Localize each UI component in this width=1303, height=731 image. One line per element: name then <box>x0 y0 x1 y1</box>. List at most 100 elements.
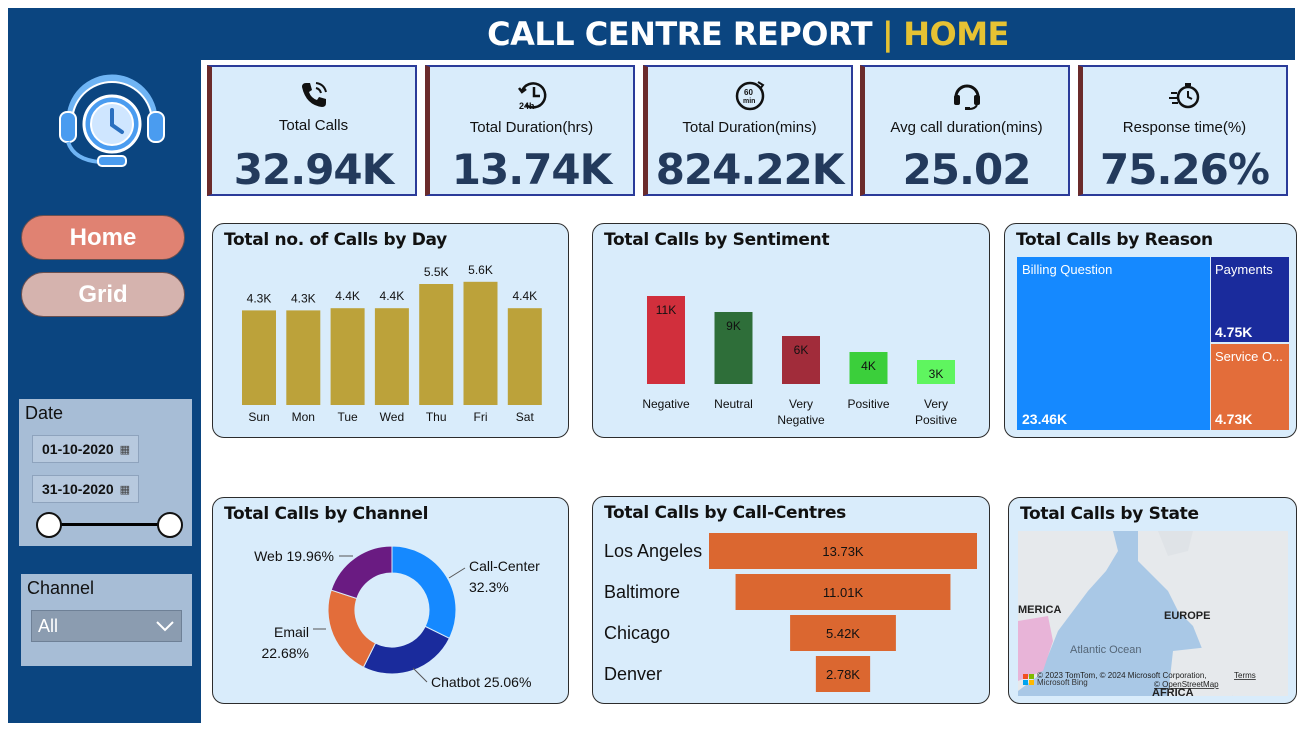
channel-slice[interactable] <box>362 625 451 675</box>
map-osm-link[interactable]: © OpenStreetMap <box>1154 680 1219 689</box>
report-title: CALL CENTRE REPORT <box>487 15 873 53</box>
treemap-tile-service[interactable] <box>1211 344 1289 430</box>
calls-by-centres-funnel: 13.73K Los Angeles 11.01K Baltimore 5.42K Chi… <box>604 533 977 692</box>
day-bar-label: 5.6K <box>468 263 493 277</box>
funnel-bar[interactable] <box>709 533 977 569</box>
map-label-europe: EUROPE <box>1164 610 1210 622</box>
state-map[interactable]: MERICA EUROPE Atlantic Ocean AFRICA Micr… <box>1018 531 1288 696</box>
kpi-value: 824.22K <box>655 145 845 194</box>
home-button[interactable]: Home <box>21 215 185 260</box>
date-slider-track[interactable] <box>49 523 169 526</box>
calls-by-channel-card: Total Calls by Channel Call-Center 32.3% C… <box>212 497 569 704</box>
channel-leader-line <box>412 667 428 683</box>
day-tick-label: Sun <box>248 410 269 424</box>
channel-slice[interactable] <box>391 545 457 640</box>
sentiment-bar[interactable] <box>849 352 888 384</box>
kpi-avg-call-duration: Avg call duration(mins) 25.02 <box>860 65 1070 196</box>
grid-button[interactable]: Grid <box>21 272 185 317</box>
map-terms-link[interactable]: Terms <box>1234 671 1256 680</box>
chevron-down-icon[interactable] <box>155 620 175 632</box>
start-date-input[interactable]: 01-10-2020 ▦ <box>32 435 139 463</box>
24h-clock-icon: 24h <box>517 82 546 111</box>
funnel-bar[interactable] <box>735 574 951 610</box>
funnel-bar-label: 5.42K <box>826 626 860 641</box>
sentiment-tick-label: Negative <box>642 397 690 411</box>
day-bar-label: 4.4K <box>512 289 537 303</box>
calls-by-sentiment-chart: 11K Negative 9K Neutral 6K Very Negative 4K Posi… <box>642 296 957 427</box>
calls-by-centres-card: Total Calls by Call-Centres 13.73K Los An… <box>592 496 990 704</box>
channel-slice[interactable] <box>330 545 393 600</box>
calls-by-channel-donut: Call-Center 32.3% Chatbot 25.06% Email 22.68… <box>254 545 540 690</box>
kpi-total-duration-hrs: 24h Total Duration(hrs) 13.74K <box>425 65 635 196</box>
channel-dropdown[interactable]: All <box>31 610 182 642</box>
sentiment-bar-label: 9K <box>726 319 741 333</box>
phone-icon <box>301 82 327 107</box>
calls-by-reason-card: Total Calls by Reason Billing Question 2… <box>1004 223 1297 438</box>
day-bar-label: 4.3K <box>291 291 316 305</box>
day-bar-label: 4.4K <box>380 289 405 303</box>
sentiment-bar-label: 6K <box>794 343 809 357</box>
sentiment-tick-label: Neutral <box>714 397 753 411</box>
treemap-tile-payments[interactable] <box>1211 257 1289 342</box>
day-bar[interactable] <box>463 281 498 405</box>
kpi-total-calls: Total Calls 32.94K <box>207 65 417 196</box>
kpi-label: Total Duration(mins) <box>682 119 817 136</box>
day-bar-label: 4.4K <box>335 289 360 303</box>
funnel-category-label: Baltimore <box>604 582 680 602</box>
funnel-category-label: Chicago <box>604 623 670 643</box>
funnel-bar[interactable] <box>815 656 871 692</box>
treemap-value-billing: 23.46K <box>1022 411 1067 427</box>
day-bar[interactable] <box>242 310 276 405</box>
kpi-label: Total Calls <box>278 117 349 134</box>
channel-filter-label: Channel <box>27 578 95 598</box>
kpi-label: Total Duration(hrs) <box>469 119 594 136</box>
treemap-name-billing: Billing Question <box>1022 262 1112 277</box>
map-label-ocean: Atlantic Ocean <box>1070 644 1142 656</box>
funnel-bar-label: 2.78K <box>826 667 860 682</box>
sentiment-bar[interactable] <box>714 312 753 384</box>
svg-text:60: 60 <box>744 88 753 97</box>
page-header: CALL CENTRE REPORT | HOME <box>201 8 1295 60</box>
treemap-name-service: Service O... <box>1215 349 1283 364</box>
map-brand: Microsoft Bing <box>1037 678 1088 687</box>
headset-icon <box>953 84 980 110</box>
channel-slice-label: Call-Center 32.3% <box>469 558 540 595</box>
day-bar[interactable] <box>419 284 454 405</box>
calls-by-day-title: Total no. of Calls by Day <box>224 230 447 250</box>
date-filter-label: Date <box>25 403 64 423</box>
funnel-bar[interactable] <box>790 615 896 651</box>
day-bar[interactable] <box>286 310 321 405</box>
map-attribution: © 2023 TomTom, © 2024 Microsoft Corporat… <box>1037 671 1207 680</box>
sentiment-bar[interactable] <box>917 360 955 384</box>
day-tick-label: Thu <box>426 410 447 424</box>
day-bar[interactable] <box>374 308 409 405</box>
sentiment-tick-label: Positive <box>847 397 889 411</box>
channel-slice[interactable] <box>327 589 377 668</box>
date-slider-end-handle[interactable] <box>157 512 183 538</box>
kpi-response-time: Response time(%) 75.26% <box>1078 65 1288 196</box>
day-bar-label: 4.3K <box>247 291 272 305</box>
map-label-africa: AFRICA <box>1152 687 1194 696</box>
day-bar[interactable] <box>507 308 542 405</box>
day-bar[interactable] <box>330 308 365 405</box>
calls-by-sentiment-card: Total Calls by Sentiment 11K Negative 9K Ne… <box>592 223 990 438</box>
end-date-input[interactable]: 31-10-2020 ▦ <box>32 475 139 503</box>
day-tick-label: Mon <box>292 410 315 424</box>
calendar-icon[interactable]: ▦ <box>119 483 131 496</box>
sentiment-bar-label: 4K <box>861 359 876 373</box>
calendar-icon[interactable]: ▦ <box>119 443 131 456</box>
map-label-america: MERICA <box>1018 604 1061 616</box>
treemap-tile-billing[interactable] <box>1017 257 1210 430</box>
treemap-name-payments: Payments <box>1215 262 1273 277</box>
kpi-value: 13.74K <box>451 145 612 194</box>
sentiment-bar[interactable] <box>647 296 685 384</box>
day-bar-label: 5.5K <box>424 265 449 279</box>
kpi-label: Response time(%) <box>1122 119 1247 136</box>
kpi-value: 75.26% <box>1100 145 1270 194</box>
60min-timer-icon: 60 min <box>735 81 764 111</box>
sentiment-bar[interactable] <box>782 336 820 384</box>
start-date-value: 01-10-2020 <box>42 441 114 457</box>
date-slider-start-handle[interactable] <box>36 512 62 538</box>
treemap-value-service: 4.73K <box>1215 411 1252 427</box>
channel-filter: Channel All <box>21 574 192 666</box>
